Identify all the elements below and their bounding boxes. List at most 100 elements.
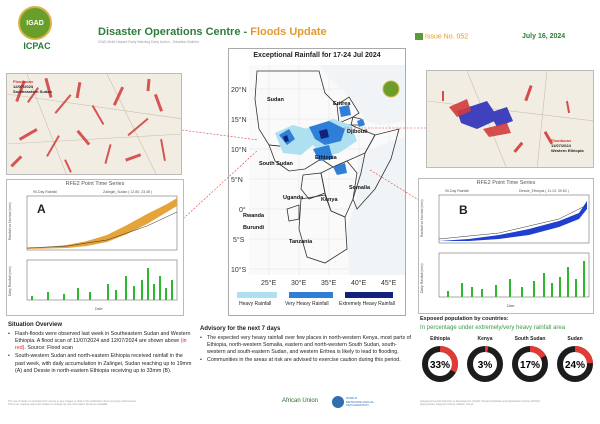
advisory: Advisory for the next 7 days The expecte… [200,326,412,366]
right-inset-region: Western Ethiopia [551,147,584,153]
donut-ring: 24% [557,346,593,382]
exposure-donut-kenya: Kenya 3% [463,336,507,384]
country-label: Djibouti [347,129,368,135]
footer-line: The use of trade or manufacturers' names… [8,400,137,403]
sudan-floodscan-inset: Floodscan 12/07/2024 Southeastern Sudan [6,73,182,175]
partner-name: African Union [282,398,319,404]
footer-contact: Intergovernmental Authority on Developme… [420,400,590,407]
legend-swatch-heavy [237,292,277,298]
advisory-bullet: Communities in the areas at risk are adv… [200,357,412,364]
lon-label: 45°E [381,279,397,287]
exposed-heading: Exposed population by countries: [420,316,509,322]
ts-b-top-ylabel: Rainfall vs Normal (mm) [420,199,424,237]
timeseries-a: RFE2 Point Time Series 90-Day Rainfall Z… [6,179,184,316]
left-inset-source: Floodscan [13,79,34,84]
lat-label: 10°S [231,266,247,274]
footer-disclaimer: The use of trade or manufacturers' names… [8,400,178,407]
ts-b-letter: B [459,203,468,217]
ts-a-right-sub: Zalingei_Sudan ( 12.80, 23.48 ) [103,190,153,194]
country-label: Sudan [267,97,284,103]
lon-label: 30°E [291,279,307,287]
donut-percentage: 17% [520,360,540,371]
bulletin-icon [415,33,423,40]
country-label: Rwanda [243,213,265,219]
issue-text: Issue No. 052 [425,33,469,41]
page-subtitle: IGAD Multi-Hazard Early Warning Early Ac… [98,40,199,44]
right-inset-label: Floodscan 11/07/2024 Western Ethiopia [551,138,584,153]
situation-b1-post: . Source: Flood scan [24,345,74,352]
lon-label: 35°E [321,279,337,287]
ethiopia-floodscan-map [427,71,593,167]
donut-ring: 3% [467,346,503,382]
country-label: Uganda [283,195,304,201]
title-accent: Floods Update [250,26,327,38]
donut-country-label: Kenya [477,336,493,342]
ts-b-left-sub: 90-Day Rainfall [445,189,469,193]
advisory-list: The expected very heavy rainfall over fe… [200,335,412,365]
advisory-heading: Advisory for the next 7 days [200,326,281,332]
ts-b-bot-ylabel: Daily Rainfall (mm) [420,263,424,293]
donut-ring: 17% [512,346,548,382]
situation-bullet: South-western Sudan and north-eastern Et… [8,353,194,374]
issue-date: July 16, 2024 [522,33,566,40]
donut-exposed-arc [557,346,593,382]
lat-label: 10°N [231,146,247,154]
situation-overview: Situation Overview Flash-floods were obs… [8,322,194,376]
ts-a-left-sub: 90-Day Rainfall [33,190,57,194]
exposure-donut-ethiopia: Ethiopia 33% [418,336,462,384]
sudan-floodscan-map [7,74,181,174]
left-inset-date: 12/07/2024 [13,83,34,89]
lon-label: 40°E [351,279,367,287]
footer-line: Ngong Road, Dagoretti Corner, Nairobi, K… [420,403,474,407]
left-inset-label: Floodscan 12/07/2024 Southeastern Sudan [13,79,52,94]
ethiopia-floodscan-inset: Floodscan 11/07/2024 Western Ethiopia [426,70,594,168]
logo-text: ICPAC [23,41,51,51]
title-main: Disaster Operations Centre - [98,26,251,38]
ts-a-top-ylabel: Rainfall vs Normal (mm) [8,202,12,240]
legend-label: Heavy Rainfall [239,301,272,307]
situation-b1-text: Flash-floods were observed last week in … [15,331,191,345]
footer-line: Intergovernmental Authority on Developme… [420,400,541,403]
donut-country-label: South Sudan [514,336,546,342]
exposed-subheading: In percentage under extremely/very heavy… [420,325,566,331]
country-label: Ethiopia [315,155,338,161]
exposure-donuts: Ethiopia 33% Kenya 3% South Sudan 17% Sudan 24% [418,336,598,390]
igad-emblem: IGAD [18,6,52,40]
donut-exposed-arc [422,346,458,382]
lat-label: 5°S [233,236,245,244]
legend-label: Very Heavy Rainfall [285,301,329,307]
ts-a-title: RFE2 Point Time Series [65,181,125,187]
timeseries-b: RFE2 Point Time Series 90-Day Rainfall D… [418,178,594,314]
donut-exposed-arc [512,346,548,382]
right-inset-source: Floodscan [551,138,572,143]
lat-label: 5°N [231,176,243,184]
country-label: Tanzania [289,239,313,245]
page-title: Disaster Operations Centre - Floods Upda… [98,26,327,38]
footer-line: This is an ongoing report and subject to… [8,403,109,407]
ts-a-letter: A [37,202,46,216]
ts-b-xlabel: Date [507,304,514,308]
donut-country-label: Ethiopia [430,336,450,342]
donut-percentage: 33% [430,360,450,371]
lat-label: 20°N [231,86,247,94]
exposure-donut-south-sudan: South Sudan 17% [508,336,552,384]
situation-heading: Situation Overview [8,322,63,328]
rainfall-forecast-map: Exceptional Rainfall for 17-24 Jul 2024 [228,48,406,316]
advisory-bullet: The expected very heavy rainfall over fe… [200,335,412,356]
ts-a-bot-ylabel: Daily Rainfall (mm) [8,266,12,296]
african-union-logo: African Union [282,398,318,404]
region-map: 20°N 15°N 10°N 5°N 0° 5°S 10°S 25°E 30°E… [231,65,405,287]
situation-b1-red: (in red) [15,338,187,352]
country-label: Eritrea [333,101,351,107]
legend-swatch-very-heavy [289,292,333,298]
right-inset-date: 11/07/2024 [551,142,571,148]
ts-a-xlabel: Date [95,307,102,311]
legend-swatch-extreme [345,292,393,298]
igad-icpac-logo: IGAD ICPAC [8,6,66,58]
map-title: Exceptional Rainfall for 17-24 Jul 2024 [253,52,381,59]
lat-label: 15°N [231,116,247,124]
situation-bullet: Flash-floods were observed last week in … [8,331,194,352]
country-label: South Sudan [259,161,294,167]
ts-b-right-sub: Dessie_Ethiopia ( 11.13, 39.63 ) [519,189,569,193]
wmo-emblem-icon [332,396,344,408]
